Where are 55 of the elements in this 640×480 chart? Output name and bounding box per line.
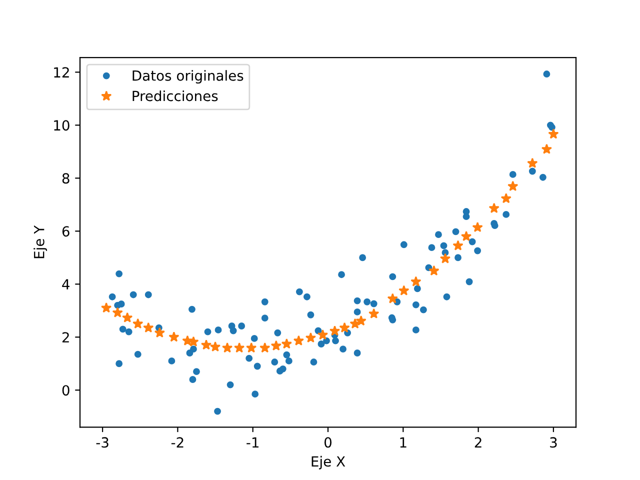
point xyxy=(488,202,500,213)
point xyxy=(329,325,340,336)
point xyxy=(317,329,328,340)
point xyxy=(260,342,270,353)
point xyxy=(500,192,512,204)
point xyxy=(200,340,212,350)
y-tick-label: 12 xyxy=(54,67,69,78)
y-tick-label: 6 xyxy=(62,226,70,237)
point xyxy=(270,340,282,350)
legend-label: Predicciones xyxy=(132,90,218,102)
x-tick-label: -3 xyxy=(96,437,108,448)
point xyxy=(368,308,380,318)
point xyxy=(387,293,398,304)
point xyxy=(398,285,410,296)
point xyxy=(410,276,422,286)
point xyxy=(508,180,518,191)
point xyxy=(100,302,112,313)
point xyxy=(339,322,350,332)
x-tick-label: 0 xyxy=(324,437,332,448)
point xyxy=(132,318,144,328)
point xyxy=(452,240,464,250)
y-tick-label: 10 xyxy=(54,120,70,131)
point xyxy=(246,342,257,353)
point xyxy=(281,338,292,349)
point xyxy=(112,307,123,318)
point xyxy=(460,230,472,242)
x-tick-label: -1 xyxy=(246,437,258,448)
point xyxy=(527,158,538,168)
point xyxy=(143,322,154,332)
point xyxy=(472,222,483,232)
point xyxy=(293,335,304,346)
point xyxy=(428,265,440,276)
point xyxy=(122,312,133,322)
point xyxy=(222,342,233,353)
y-tick-label: 0 xyxy=(62,385,70,396)
y-axis-title: Eje Y xyxy=(34,225,48,258)
x-tick-label: 2 xyxy=(474,437,482,448)
point xyxy=(305,332,316,343)
x-tick-label: -2 xyxy=(171,437,184,448)
point xyxy=(210,341,221,352)
point xyxy=(440,253,451,264)
y-tick-label: 4 xyxy=(62,279,70,290)
legend-label: Datos originales xyxy=(132,70,244,84)
point xyxy=(541,144,552,154)
x-tick-label: 3 xyxy=(550,437,557,448)
point xyxy=(182,335,193,346)
x-tick-label: 1 xyxy=(400,437,406,448)
y-tick-label: 2 xyxy=(62,332,69,342)
point xyxy=(154,327,165,338)
point xyxy=(168,332,180,342)
point xyxy=(350,318,360,328)
y-tick-label: 8 xyxy=(62,173,70,184)
point xyxy=(548,128,559,139)
point xyxy=(234,342,245,353)
x-axis-title: Eje X xyxy=(312,456,346,470)
